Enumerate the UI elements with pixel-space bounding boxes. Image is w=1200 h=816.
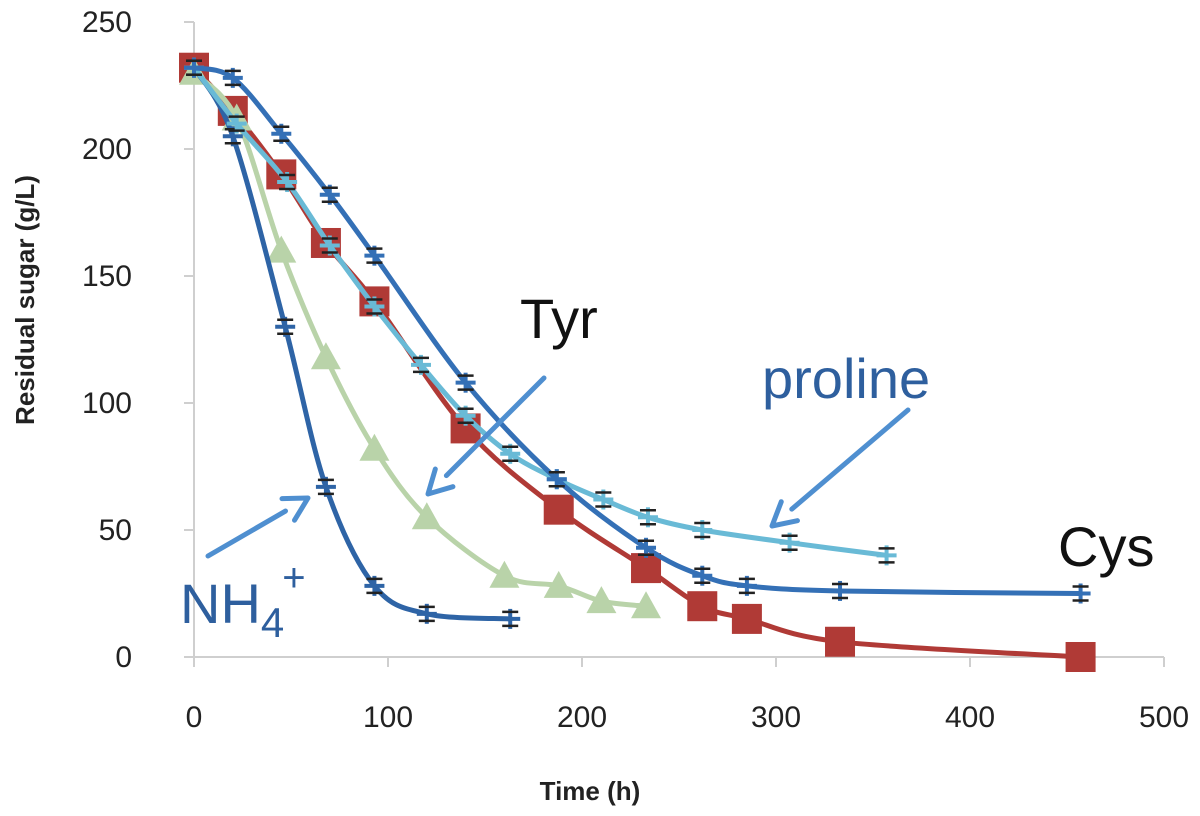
y-tick-label: 150: [82, 260, 132, 293]
data-point: [543, 570, 574, 598]
data-point: [455, 405, 476, 426]
data-point: [184, 57, 204, 78]
x-tick-label: 0: [186, 701, 203, 734]
data-point: [226, 113, 247, 134]
data-point: [593, 489, 614, 510]
annotation-tyr: Tyr: [520, 287, 598, 350]
data-point: [455, 372, 476, 393]
annotation-labels: Tyr proline Cys NH4+: [180, 287, 1154, 646]
y-tick-label: 200: [82, 133, 132, 166]
annotation-nh4: NH4+: [180, 556, 306, 646]
y-tick-label: 250: [82, 6, 132, 39]
annotation-nh4-sub: 4: [261, 599, 284, 646]
x-tick-label: 100: [363, 701, 413, 734]
series-layer: [179, 52, 1096, 672]
series-1: [179, 57, 662, 619]
data-point: [411, 502, 442, 530]
data-point: [631, 591, 662, 619]
data-point: [319, 235, 340, 256]
y-tick-label: 0: [115, 641, 132, 674]
data-point: [277, 172, 298, 193]
x-tick-label: 500: [1139, 701, 1189, 734]
data-point: [315, 476, 336, 497]
data-point: [364, 575, 385, 596]
x-tick-label: 400: [945, 701, 995, 734]
data-point: [586, 586, 617, 614]
y-tick-label: 100: [82, 387, 132, 420]
data-point: [489, 560, 520, 588]
series-3: [184, 57, 897, 566]
data-point: [687, 591, 718, 622]
data-point: [500, 608, 521, 629]
data-point: [222, 67, 243, 88]
data-point: [825, 626, 856, 657]
data-point: [692, 565, 713, 586]
data-point: [1065, 642, 1096, 672]
data-point: [779, 532, 800, 553]
data-point: [631, 553, 662, 584]
data-point: [271, 123, 292, 144]
data-point: [636, 537, 657, 558]
x-axis-title: Time (h): [540, 776, 641, 806]
data-point: [731, 603, 762, 634]
annotation-cys: Cys: [1058, 515, 1154, 578]
x-tick-label: 300: [751, 701, 801, 734]
data-point: [543, 494, 574, 525]
data-point: [637, 507, 658, 528]
data-point: [876, 545, 897, 566]
y-axis-title: Residual sugar (g/L): [10, 175, 40, 425]
data-point: [359, 433, 390, 461]
data-point: [736, 575, 757, 596]
data-point: [319, 184, 340, 205]
data-point: [266, 235, 297, 263]
data-point: [364, 296, 385, 317]
data-point: [546, 469, 567, 490]
annotation-nh4-sup: +: [282, 556, 305, 600]
data-point: [364, 245, 385, 266]
data-point: [275, 316, 296, 337]
y-tick-label: 50: [99, 514, 132, 547]
annotation-arrow: [769, 407, 911, 529]
x-tick-label: 200: [557, 701, 607, 734]
annotation-nh4-base: NH: [180, 572, 261, 635]
data-point: [410, 354, 431, 375]
data-point: [310, 342, 341, 370]
annotation-proline: proline: [762, 347, 930, 410]
data-point: [500, 443, 521, 464]
data-point: [1070, 583, 1091, 604]
annotation-arrow: [205, 495, 311, 559]
series-line: [191, 65, 1084, 596]
series-4: [184, 57, 1091, 604]
data-point: [416, 603, 437, 624]
data-point: [830, 580, 851, 601]
annotation-arrow: [425, 375, 547, 497]
axes: 0 50 100 150 200 250 0 100 200 300 400 500: [82, 6, 1189, 734]
annotation-arrows: [205, 375, 911, 559]
data-point: [692, 520, 713, 540]
